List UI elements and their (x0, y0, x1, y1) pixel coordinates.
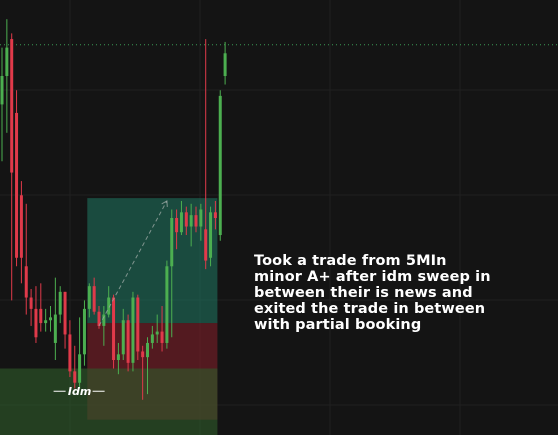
candle-body (49, 317, 52, 320)
candle-10 (49, 306, 52, 332)
candle-17 (83, 300, 86, 365)
candle-9 (44, 309, 47, 332)
candle-body (219, 96, 222, 235)
candle-body (170, 218, 173, 266)
candle-body (141, 351, 144, 357)
candle-body (112, 298, 115, 360)
candle-27 (131, 292, 134, 372)
candle-body (64, 292, 67, 335)
candle-body (165, 266, 168, 343)
candle-0 (1, 48, 4, 162)
candle-body (175, 218, 178, 232)
candle-body (83, 309, 86, 354)
candle-11 (54, 278, 57, 360)
candle-26 (127, 315, 130, 372)
candle-8 (39, 283, 42, 331)
candle-body (209, 212, 212, 257)
candle-body (117, 354, 120, 360)
candle-body (190, 215, 193, 226)
candle-body (88, 286, 91, 309)
candle-body (68, 334, 71, 371)
candle-5 (25, 204, 28, 315)
candle-body (39, 309, 42, 323)
candle-body (131, 298, 134, 363)
candle-12 (59, 286, 62, 323)
candle-3 (15, 90, 18, 266)
candle-body (156, 332, 159, 335)
candle-body (1, 76, 4, 104)
candle-15 (73, 346, 76, 389)
candle-43 (209, 207, 212, 267)
candle-13 (64, 292, 67, 349)
candle-1 (5, 19, 8, 133)
candle-body (195, 215, 198, 226)
candle-14 (68, 320, 71, 377)
candle-body (34, 309, 37, 337)
candle-6 (30, 289, 33, 326)
candle-body (151, 334, 154, 343)
candle-body (224, 53, 227, 76)
candle-body (214, 212, 217, 218)
candle-body (44, 320, 47, 323)
candle-body (30, 298, 33, 309)
candle-2 (10, 33, 13, 300)
candle-body (161, 332, 164, 343)
candle-28 (136, 295, 139, 360)
candle-body (5, 48, 8, 76)
candle-body (127, 320, 130, 363)
candle-body (54, 315, 57, 343)
candle-body (93, 286, 96, 312)
candle-45 (219, 90, 222, 241)
candle-body (10, 39, 13, 172)
candle-body (136, 298, 139, 352)
candle-body (59, 292, 62, 315)
candle-body (122, 320, 125, 354)
candle-23 (112, 295, 115, 369)
candle-body (180, 212, 183, 232)
target-zone (87, 198, 217, 323)
candle-body (146, 343, 149, 357)
candle-46 (224, 42, 227, 85)
candle-16 (78, 317, 81, 388)
candle-body (73, 371, 76, 382)
candle-7 (34, 286, 37, 343)
trade-note: Took a trade from 5MIn minor A+ after id… (254, 253, 554, 333)
candle-body (199, 209, 202, 226)
candle-34 (165, 261, 168, 349)
candle-body (185, 212, 188, 226)
candle-body (204, 229, 207, 260)
candle-4 (20, 181, 23, 283)
candle-body (20, 195, 23, 257)
candle-body (78, 354, 81, 382)
candle-body (15, 113, 18, 258)
idm-zone (0, 369, 217, 435)
candle-42 (204, 39, 207, 269)
candle-body (25, 266, 28, 297)
idm-label: Idm (68, 385, 91, 398)
